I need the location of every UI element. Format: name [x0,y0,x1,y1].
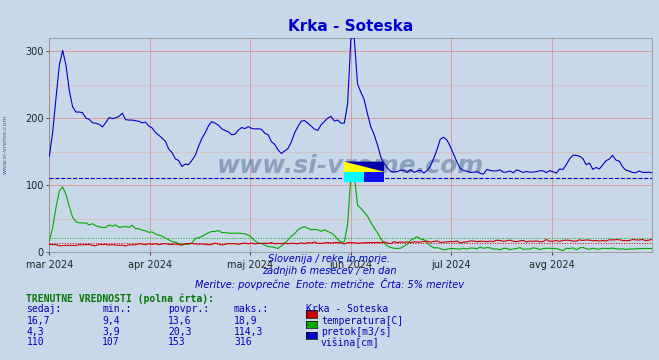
Text: TRENUTNE VREDNOSTI (polna črta):: TRENUTNE VREDNOSTI (polna črta): [26,293,214,304]
Text: 3,9: 3,9 [102,327,120,337]
Text: povpr.:: povpr.: [168,304,209,314]
Bar [344,162,384,172]
Text: www.si-vreme.com: www.si-vreme.com [217,154,484,178]
Text: 107: 107 [102,337,120,347]
Text: min.:: min.: [102,304,132,314]
Text: 110: 110 [26,337,44,347]
Text: 20,3: 20,3 [168,327,192,337]
Polygon shape [344,162,384,172]
Text: 4,3: 4,3 [26,327,44,337]
Text: 18,9: 18,9 [234,316,258,326]
Text: temperatura[C]: temperatura[C] [321,316,403,326]
Text: 114,3: 114,3 [234,327,264,337]
Text: Slovenija / reke in morje.: Slovenija / reke in morje. [268,254,391,264]
Text: www.si-vreme.com: www.si-vreme.com [3,114,8,174]
Text: 316: 316 [234,337,252,347]
Text: sedaj:: sedaj: [26,304,61,314]
Text: Meritve: povprečne  Enote: metrične  Črta: 5% meritev: Meritve: povprečne Enote: metrične Črta:… [195,278,464,289]
Text: 153: 153 [168,337,186,347]
Text: 13,6: 13,6 [168,316,192,326]
Text: 16,7: 16,7 [26,316,50,326]
Bar [364,172,384,182]
Text: Krka - Soteska: Krka - Soteska [306,304,389,314]
Text: zadnjih 6 mesecev / en dan: zadnjih 6 mesecev / en dan [262,266,397,276]
Text: maks.:: maks.: [234,304,269,314]
Text: višina[cm]: višina[cm] [321,337,380,348]
Text: pretok[m3/s]: pretok[m3/s] [321,327,391,337]
Title: Krka - Soteska: Krka - Soteska [288,19,414,34]
Bar [344,172,364,182]
Text: 9,4: 9,4 [102,316,120,326]
